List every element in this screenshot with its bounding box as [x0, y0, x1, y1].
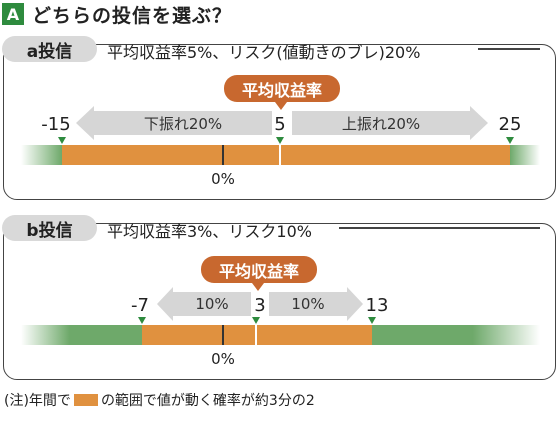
fund-b-mean-divider — [255, 325, 257, 345]
fund-b-high-value: 13 — [365, 295, 389, 316]
figure-title: A どちらの投信を選ぶ？ — [0, 0, 232, 28]
fund-a-mean-value: 5 — [274, 114, 286, 135]
fund-b-mean-tick — [252, 317, 260, 324]
fund-a-high-tick — [506, 137, 514, 144]
fund-b-mean-value: 3 — [254, 295, 266, 316]
range-color-swatch — [73, 394, 98, 406]
figure-title-text: どちらの投信を選ぶ？ — [32, 4, 233, 27]
fund-a-downside-arrow — [76, 106, 272, 140]
fund-a-summary: 平均収益率5%、リスク(値動きのブレ)20% — [107, 43, 421, 62]
fund-a-zero-label: 0% — [211, 170, 235, 188]
footnote: (注)年間で の範囲で値が動く確率が約3分の2 — [4, 390, 315, 410]
fund-b-downside-arrow — [157, 287, 251, 321]
fund-a-low-value: -15 — [41, 114, 71, 135]
fund-a-mean-divider — [279, 145, 281, 165]
fund-b-right-tail — [372, 325, 540, 345]
fund-a-range-bar — [62, 145, 510, 165]
fund-a-right-tail — [510, 145, 540, 165]
fund-a-upside-arrow — [292, 106, 488, 140]
fund-b-average-badge: 平均収益率 — [201, 256, 317, 283]
footnote-prefix: (注)年間で — [4, 393, 71, 409]
fund-b-high-tick — [368, 317, 376, 324]
fund-a-high-value: 25 — [498, 114, 522, 135]
fund-b-zero-label: 0% — [211, 350, 235, 368]
panel-b: b投信 平均収益率3%、リスク10% 平均収益率 10% 10% -7 3 13… — [2, 215, 556, 380]
panel-b-rule — [339, 227, 540, 229]
fund-b-average-pointer — [252, 283, 264, 291]
fund-a-downside-label: 下振れ20% — [143, 114, 223, 133]
footnote-suffix: の範囲で値が動く確率が約3分の2 — [100, 393, 315, 409]
panel-a: a投信 平均収益率5%、リスク(値動きのブレ)20% 平均収益率 下振れ20% … — [2, 36, 556, 200]
figure-label-badge: A — [2, 3, 24, 25]
fund-a-low-tick — [58, 137, 66, 144]
fund-a-label: a投信 — [2, 36, 97, 62]
fund-a-zero-line — [222, 145, 224, 165]
fund-a-upside-label: 上振れ20% — [341, 114, 421, 133]
fund-b-left-tail — [21, 325, 142, 345]
fund-a-left-tail — [21, 145, 62, 165]
fund-b-label: b投信 — [2, 215, 97, 241]
fund-b-upside-arrow — [269, 287, 363, 321]
panel-a-rule — [478, 48, 540, 50]
fund-b-low-tick — [138, 317, 146, 324]
fund-a-mean-tick — [276, 137, 284, 144]
fund-a-average-badge: 平均収益率 — [224, 75, 340, 102]
fund-b-downside-label: 10% — [195, 295, 229, 313]
fund-b-zero-line — [222, 325, 224, 345]
fund-b-summary: 平均収益率3%、リスク10% — [107, 222, 312, 241]
fund-b-low-value: -7 — [131, 295, 149, 316]
fund-b-range-bar — [142, 325, 372, 345]
fund-b-upside-label: 10% — [291, 295, 325, 313]
fund-a-average-pointer — [275, 102, 287, 110]
